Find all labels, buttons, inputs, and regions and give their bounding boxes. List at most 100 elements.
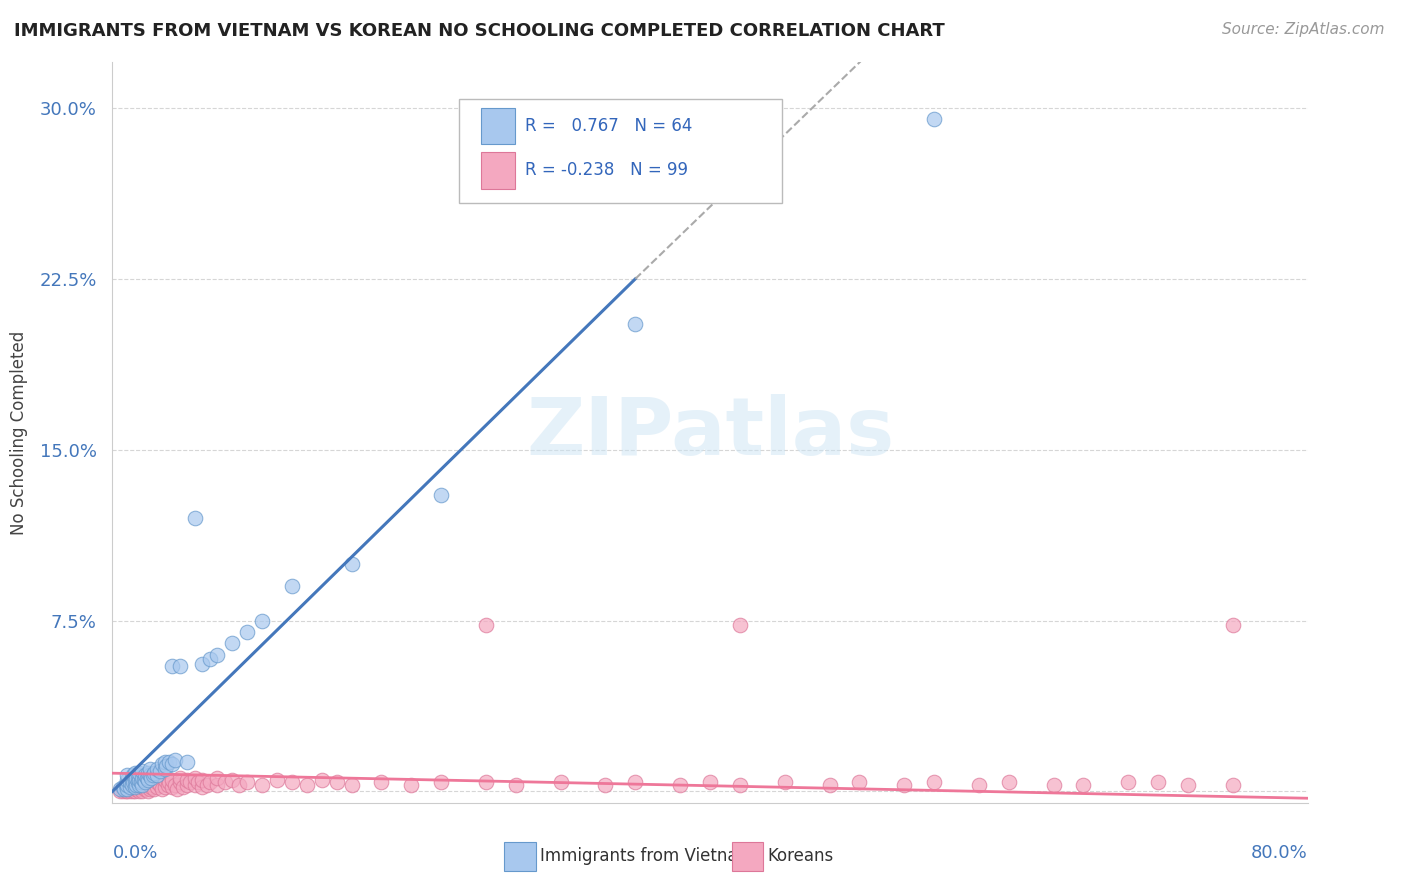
FancyBboxPatch shape — [505, 842, 536, 871]
Point — [146, 762, 169, 776]
Point — [122, 780, 145, 794]
Point — [728, 618, 751, 632]
Point — [146, 775, 169, 789]
Point — [818, 778, 841, 792]
Point — [169, 775, 191, 789]
Point — [221, 636, 243, 650]
Point — [120, 784, 142, 798]
Point — [183, 771, 205, 785]
Point — [281, 775, 304, 789]
Point — [172, 780, 194, 794]
Point — [128, 784, 150, 798]
Text: Source: ZipAtlas.com: Source: ZipAtlas.com — [1222, 22, 1385, 37]
Point — [139, 782, 162, 797]
Point — [138, 766, 160, 780]
Point — [120, 780, 142, 794]
Point — [127, 775, 149, 789]
Point — [214, 775, 236, 789]
Point — [157, 775, 180, 789]
Point — [129, 775, 152, 789]
Point — [205, 648, 228, 662]
Point — [595, 778, 617, 792]
Point — [295, 778, 318, 792]
Point — [340, 557, 363, 571]
Point — [150, 757, 173, 772]
Point — [250, 778, 273, 792]
Point — [128, 772, 150, 787]
Point — [134, 782, 156, 797]
Point — [922, 775, 945, 789]
Point — [127, 768, 149, 782]
Point — [311, 772, 333, 787]
FancyBboxPatch shape — [481, 153, 515, 189]
Point — [221, 772, 243, 787]
Point — [128, 766, 150, 780]
Point — [115, 778, 138, 792]
Point — [187, 775, 209, 789]
Point — [773, 775, 796, 789]
Point — [121, 778, 143, 792]
Point — [124, 766, 146, 780]
Point — [848, 775, 870, 789]
Point — [139, 768, 162, 782]
Point — [122, 784, 145, 798]
Point — [669, 778, 692, 792]
Point — [131, 780, 153, 794]
Point — [139, 775, 162, 789]
Point — [131, 784, 153, 798]
Point — [135, 780, 157, 794]
Point — [149, 778, 172, 792]
Point — [1073, 778, 1095, 792]
Point — [156, 778, 179, 792]
Text: 80.0%: 80.0% — [1251, 844, 1308, 862]
Point — [141, 771, 163, 785]
Point — [125, 782, 148, 797]
Point — [149, 764, 172, 778]
Point — [108, 782, 131, 797]
FancyBboxPatch shape — [458, 99, 782, 203]
Point — [132, 778, 155, 792]
Y-axis label: No Schooling Completed: No Schooling Completed — [10, 331, 28, 534]
Point — [370, 775, 392, 789]
Point — [1222, 618, 1244, 632]
Point — [195, 778, 218, 792]
Point — [153, 772, 176, 787]
Point — [132, 772, 155, 787]
Point — [134, 768, 156, 782]
Point — [505, 778, 527, 792]
Point — [128, 778, 150, 792]
Point — [198, 652, 221, 666]
Point — [183, 778, 205, 792]
Point — [179, 775, 201, 789]
FancyBboxPatch shape — [481, 108, 515, 145]
Point — [266, 772, 288, 787]
Point — [205, 771, 228, 785]
Point — [111, 780, 134, 794]
Point — [146, 768, 169, 782]
Point — [967, 778, 990, 792]
Point — [169, 659, 191, 673]
Point — [117, 772, 139, 787]
Point — [340, 778, 363, 792]
Text: ZIPatlas: ZIPatlas — [526, 393, 894, 472]
Point — [124, 784, 146, 798]
Point — [139, 762, 162, 776]
Point — [162, 772, 183, 787]
Point — [166, 782, 188, 797]
Point — [138, 778, 160, 792]
Point — [922, 112, 945, 127]
Point — [162, 757, 183, 772]
Point — [150, 782, 173, 797]
Point — [124, 775, 146, 789]
Point — [117, 778, 139, 792]
Point — [228, 778, 250, 792]
Point — [430, 775, 453, 789]
Point — [198, 775, 221, 789]
Point — [176, 778, 198, 792]
Point — [120, 775, 142, 789]
Point — [893, 778, 915, 792]
Point — [124, 772, 146, 787]
Point — [128, 778, 150, 792]
Point — [169, 771, 191, 785]
Point — [131, 778, 153, 792]
